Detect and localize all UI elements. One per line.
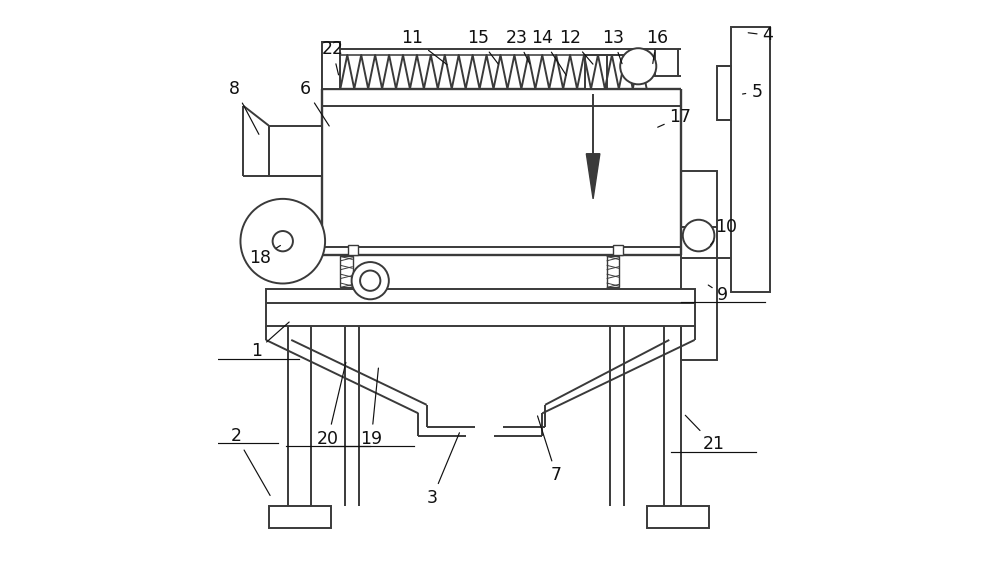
Text: 4: 4 <box>748 26 773 44</box>
Bar <box>269 506 331 528</box>
Text: 17: 17 <box>658 108 692 127</box>
Circle shape <box>360 270 380 291</box>
Bar <box>655 49 678 77</box>
Text: 16: 16 <box>646 29 668 64</box>
Text: 22: 22 <box>321 40 343 75</box>
Text: 14: 14 <box>531 29 566 75</box>
Text: 10: 10 <box>711 218 737 245</box>
Bar <box>340 256 353 287</box>
Bar <box>731 27 770 292</box>
Text: 13: 13 <box>602 29 624 64</box>
Text: 23: 23 <box>506 29 530 64</box>
Polygon shape <box>586 154 600 199</box>
Bar <box>266 289 695 326</box>
Text: 8: 8 <box>229 80 259 134</box>
Text: 11: 11 <box>402 29 447 65</box>
Text: 7: 7 <box>538 416 562 484</box>
Text: 21: 21 <box>685 415 724 453</box>
Bar <box>348 245 358 255</box>
Bar <box>613 245 623 255</box>
Text: 20: 20 <box>317 362 346 448</box>
Text: 3: 3 <box>427 433 459 507</box>
Bar <box>322 42 340 89</box>
Bar <box>681 171 717 359</box>
Circle shape <box>352 262 389 299</box>
Text: 19: 19 <box>360 368 382 448</box>
Circle shape <box>683 220 714 251</box>
Text: 9: 9 <box>708 285 728 304</box>
Bar <box>717 66 731 120</box>
Circle shape <box>240 199 325 284</box>
Text: 1: 1 <box>251 322 289 360</box>
Circle shape <box>273 231 293 251</box>
Text: 5: 5 <box>743 83 762 101</box>
Text: 15: 15 <box>468 29 498 64</box>
Bar <box>585 55 607 89</box>
Bar <box>607 256 619 287</box>
Bar <box>647 506 709 528</box>
Text: 18: 18 <box>249 246 280 267</box>
Text: 12: 12 <box>560 29 593 64</box>
Circle shape <box>620 48 656 84</box>
Text: 2: 2 <box>230 427 270 496</box>
Text: 6: 6 <box>300 80 329 126</box>
Bar <box>269 125 322 176</box>
